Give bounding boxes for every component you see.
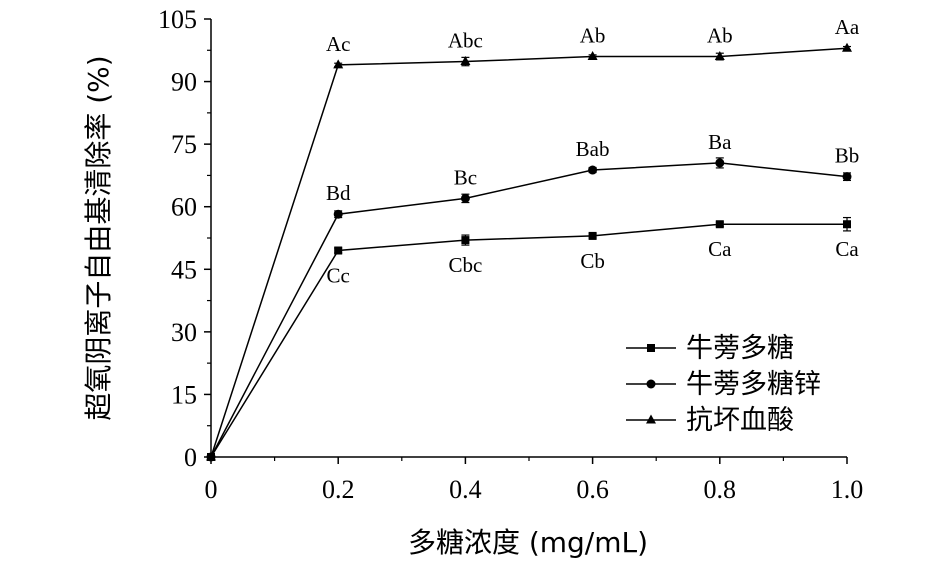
data-label: Ba [708, 130, 732, 154]
y-tick-label: 0 [184, 443, 197, 472]
circle-marker [460, 193, 470, 203]
y-tick-label: 15 [171, 380, 197, 409]
data-label: Cc [327, 264, 350, 288]
data-label: Bd [326, 181, 351, 205]
series-square [207, 216, 851, 461]
data-label: Ac [326, 32, 351, 56]
y-tick-label: 60 [171, 193, 197, 222]
data-label: Cb [580, 249, 605, 273]
ticks: 0 15 30 45 60 75 90 105 0 0.2 0.4 0.6 0.8 1.0 [158, 5, 863, 504]
data-label: Ab [707, 24, 733, 48]
data-label: Bc [454, 165, 477, 189]
data-label: Ca [835, 237, 859, 261]
y-axis-title: 超氧阴离子自由基清除率 (%) [82, 55, 115, 420]
series-line [210, 162, 848, 458]
circle-marker [646, 379, 656, 389]
triangle-marker [714, 51, 725, 61]
legend-item: 牛蒡多糖锌 [626, 369, 821, 400]
legend-label: 牛蒡多糖 [686, 333, 794, 364]
triangle-marker [460, 56, 471, 66]
circle-marker [715, 158, 725, 168]
x-tick-label: 1.0 [831, 475, 864, 504]
x-tick-label: 0.4 [449, 475, 482, 504]
square-marker [843, 220, 851, 229]
data-label: Abc [448, 29, 483, 53]
circle-marker [588, 165, 598, 175]
triangle-marker [333, 59, 344, 69]
circle-marker [842, 172, 852, 182]
data-label: Bb [835, 144, 860, 168]
legend-label: 抗坏血酸 [686, 405, 794, 436]
y-tick-label: 75 [171, 130, 197, 159]
y-tick-label: 105 [158, 5, 197, 34]
x-tick-label: 0.6 [576, 475, 609, 504]
square-marker [334, 246, 343, 255]
data-label: Bab [576, 137, 610, 161]
series-layer [206, 42, 852, 462]
circle-marker [333, 209, 343, 219]
y-tick-label: 30 [171, 318, 197, 347]
data-label: Ca [708, 237, 732, 261]
square-marker [461, 236, 470, 245]
triangle-marker [206, 451, 216, 461]
legend-item: 牛蒡多糖 [626, 333, 794, 364]
legend-item: 抗坏血酸 [626, 405, 794, 436]
legend-label: 牛蒡多糖锌 [686, 369, 821, 400]
triangle-marker [842, 42, 852, 52]
square-marker [588, 231, 597, 240]
x-axis-title: 多糖浓度 (mg/mL) [408, 526, 648, 559]
square-marker [715, 220, 724, 229]
x-tick-label: 0.2 [322, 475, 355, 504]
significance-labels: Cc Cbc Cb Ca Ca Bd Bc Bab Ba Bb Ac Abc Ab Ab Aa [326, 15, 860, 287]
y-tick-label: 90 [171, 68, 197, 97]
series-triangle [206, 42, 852, 461]
square-marker [647, 344, 655, 352]
data-label: Cbc [448, 253, 482, 277]
triangle-marker [587, 51, 598, 61]
y-tick-label: 45 [171, 255, 197, 284]
series-line [210, 223, 847, 458]
triangle-marker [646, 414, 656, 424]
data-label: Aa [835, 15, 860, 39]
series-line [210, 47, 848, 458]
x-tick-label: 0.8 [704, 475, 737, 504]
x-tick-label: 0 [205, 475, 218, 504]
data-label: Ab [580, 24, 606, 48]
